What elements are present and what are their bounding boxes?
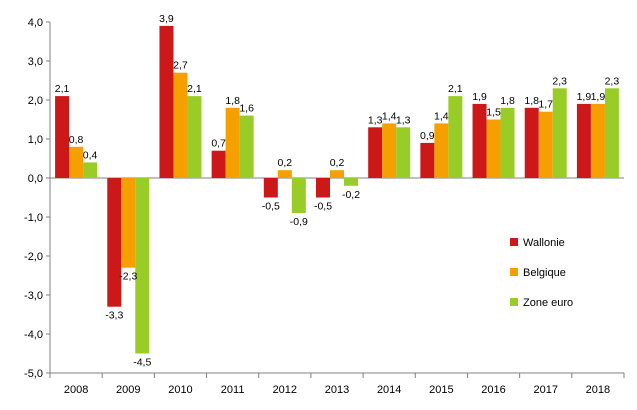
bar-wallonie (211, 150, 226, 178)
data-label: 1,5 (486, 107, 501, 119)
data-label: 1,8 (524, 95, 539, 107)
bar-zone-euro (135, 178, 150, 354)
bar-wallonie (159, 25, 174, 179)
data-label: -3,3 (105, 310, 123, 322)
bar-belgique (382, 123, 397, 178)
bar-belgique (538, 111, 553, 178)
bar-wallonie (107, 178, 122, 307)
x-tick-label: 2011 (221, 384, 245, 396)
data-label: 1,9 (577, 91, 592, 103)
data-label: 2,1 (187, 83, 202, 95)
data-label: 0,4 (83, 149, 98, 161)
data-label: 1,4 (434, 110, 449, 122)
data-label: 2,1 (448, 83, 463, 95)
x-tick-label: 2015 (429, 384, 453, 396)
x-tick-label: 2012 (273, 384, 297, 396)
data-label: 1,7 (538, 99, 553, 111)
y-tick-label: -5,0 (24, 368, 43, 380)
bar-belgique (434, 123, 449, 178)
data-label: 2,7 (173, 60, 188, 72)
data-label: 0,7 (211, 138, 226, 150)
data-label: 0,9 (420, 130, 435, 142)
legend-label: Wallonie (523, 237, 565, 249)
bar-belgique (330, 170, 344, 178)
data-label: 1,3 (396, 114, 411, 126)
data-label: 1,4 (382, 110, 397, 122)
data-label: 0,2 (330, 157, 345, 169)
chart-axes: 4,0 3,0 2,0 1,0 0,0 -1,0 -2,0 -3,0 -4,0 -5,0 2008 2… (24, 17, 625, 396)
bar-wallonie (524, 107, 539, 178)
chart-data-labels: 2,1 -3,3 3,9 0,7 -0,5 -0,5 1,3 0,9 1,9 1,8 1,9 0,8 -… (55, 13, 620, 369)
bar-zone-euro (396, 127, 411, 178)
y-tick-label: -2,0 (24, 251, 43, 263)
x-tick-label: 2010 (168, 384, 192, 396)
data-label: 1,9 (472, 91, 487, 103)
y-tick-label: 1,0 (28, 134, 43, 146)
x-tick-label: 2017 (533, 384, 557, 396)
bar-zone-euro (83, 162, 98, 178)
y-tick-label: -3,0 (24, 290, 43, 302)
bar-zone-euro (291, 178, 306, 214)
data-label: 1,8 (225, 95, 240, 107)
data-label: 2,3 (552, 75, 567, 87)
y-tick-label: 3,0 (28, 56, 43, 68)
legend-swatch (510, 268, 518, 276)
bar-belgique (225, 107, 240, 178)
x-tick-label: 2013 (325, 384, 349, 396)
data-label: -0,2 (342, 189, 360, 201)
y-tick-label: -1,0 (24, 212, 43, 224)
bar-zone-euro (552, 88, 567, 178)
data-label: -0,5 (262, 201, 280, 213)
data-label: 1,6 (239, 103, 254, 115)
bar-belgique (121, 178, 136, 268)
data-label: 0,8 (69, 134, 84, 146)
chart-legend: Wallonie Belgique Zone euro (510, 237, 573, 309)
data-label: 2,3 (605, 75, 620, 87)
bar-wallonie (576, 103, 591, 178)
data-label: 1,8 (500, 95, 515, 107)
bar-wallonie (368, 127, 383, 178)
x-tick-label: 2014 (377, 384, 401, 396)
data-label: -0,9 (290, 216, 308, 228)
bar-wallonie (472, 103, 487, 178)
bar-wallonie (263, 178, 278, 198)
bar-wallonie (55, 96, 70, 178)
y-tick-label: 2,0 (28, 95, 43, 107)
bar-belgique (173, 72, 188, 178)
legend-swatch (510, 298, 518, 306)
data-label: 0,2 (278, 157, 293, 169)
bar-zone-euro (604, 88, 619, 178)
x-tick-label: 2009 (116, 384, 140, 396)
bar-belgique (590, 103, 605, 178)
bar-belgique (69, 146, 84, 178)
bar-belgique (277, 170, 292, 178)
x-tick-label: 2016 (481, 384, 505, 396)
bar-zone-euro (448, 96, 463, 178)
y-tick-label: -4,0 (24, 329, 43, 341)
x-tick-label: 2008 (64, 384, 88, 396)
bar-zone-euro (187, 96, 202, 178)
x-tick-label: 2018 (586, 384, 610, 396)
y-tick-label: 0,0 (28, 173, 43, 185)
bar-wallonie (420, 142, 435, 178)
bar-zone-euro (500, 107, 515, 178)
bar-zone-euro (239, 115, 254, 178)
y-tick-label: 4,0 (28, 17, 43, 29)
data-label: -4,5 (133, 357, 151, 369)
chart-bars (55, 25, 619, 354)
data-label: 1,9 (591, 91, 606, 103)
data-label: 2,1 (55, 83, 70, 95)
legend-swatch (510, 238, 518, 246)
data-label: -2,3 (119, 271, 137, 283)
legend-label: Belgique (523, 267, 566, 279)
bar-wallonie (316, 178, 330, 198)
data-label: 3,9 (159, 13, 174, 25)
legend-label: Zone euro (523, 297, 573, 309)
bar-belgique (486, 119, 501, 178)
data-label: 1,3 (368, 114, 383, 126)
bar-zone-euro (344, 178, 358, 186)
data-label: -0,5 (314, 201, 332, 213)
